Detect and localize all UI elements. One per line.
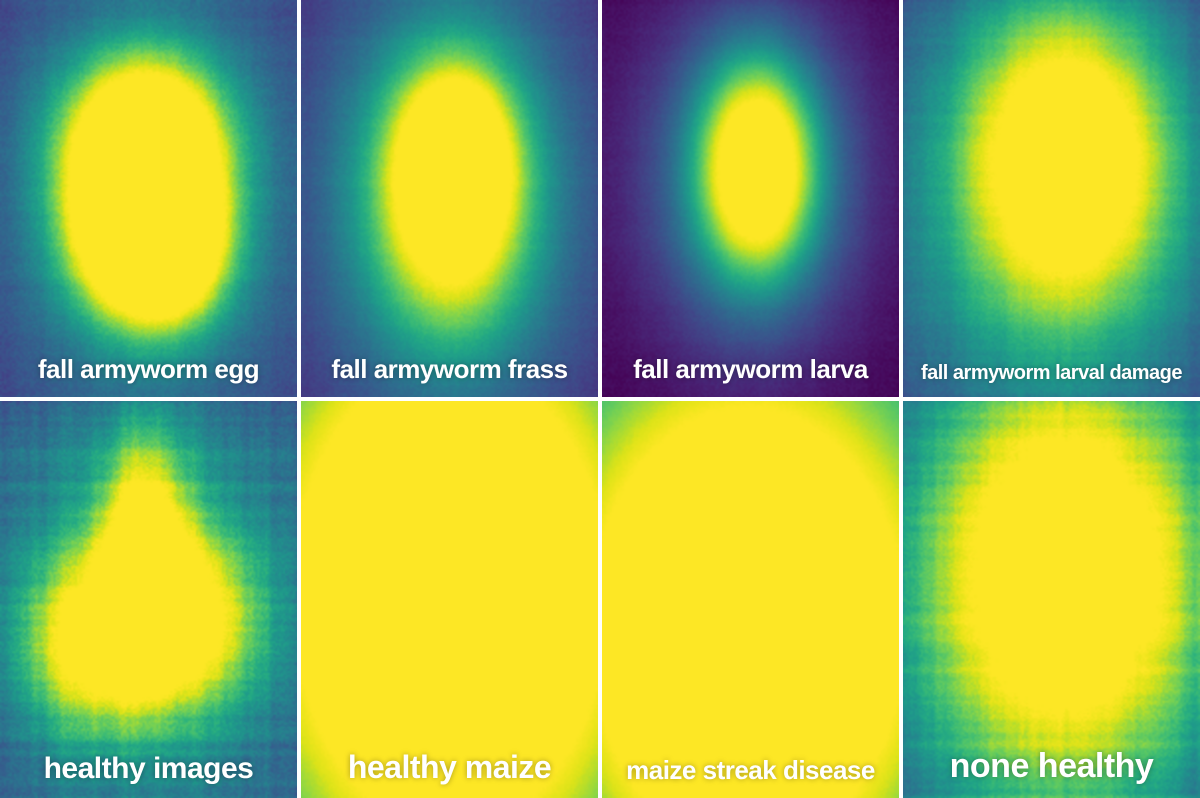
heatmap-canvas bbox=[602, 0, 899, 397]
heatmap-canvas bbox=[0, 0, 297, 397]
panel-egg: fall armyworm egg bbox=[0, 0, 297, 397]
heatmap-canvas bbox=[903, 0, 1200, 397]
panel-frass: fall armyworm frass bbox=[301, 0, 598, 397]
heatmap-grid: fall armyworm egg fall armyworm frass fa… bbox=[0, 0, 1200, 798]
panel-healthy-images: healthy images bbox=[0, 401, 297, 798]
panel-larval-damage: fall armyworm larval damage bbox=[903, 0, 1200, 397]
heatmap-canvas bbox=[903, 401, 1200, 798]
heatmap-canvas bbox=[301, 401, 598, 798]
heatmap-canvas bbox=[301, 0, 598, 397]
panel-larva: fall armyworm larva bbox=[602, 0, 899, 397]
panel-none-healthy: none healthy bbox=[903, 401, 1200, 798]
heatmap-canvas bbox=[0, 401, 297, 798]
panel-healthy-maize: healthy maize bbox=[301, 401, 598, 798]
heatmap-canvas bbox=[602, 401, 899, 798]
panel-maize-streak: maize streak disease bbox=[602, 401, 899, 798]
